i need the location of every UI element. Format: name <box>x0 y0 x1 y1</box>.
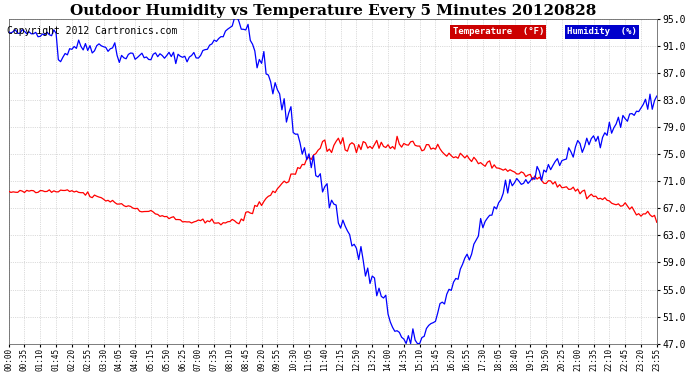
Text: Copyright 2012 Cartronics.com: Copyright 2012 Cartronics.com <box>7 26 177 36</box>
Text: Temperature  (°F): Temperature (°F) <box>453 27 544 36</box>
Title: Outdoor Humidity vs Temperature Every 5 Minutes 20120828: Outdoor Humidity vs Temperature Every 5 … <box>70 4 596 18</box>
Text: Humidity  (%): Humidity (%) <box>567 27 637 36</box>
